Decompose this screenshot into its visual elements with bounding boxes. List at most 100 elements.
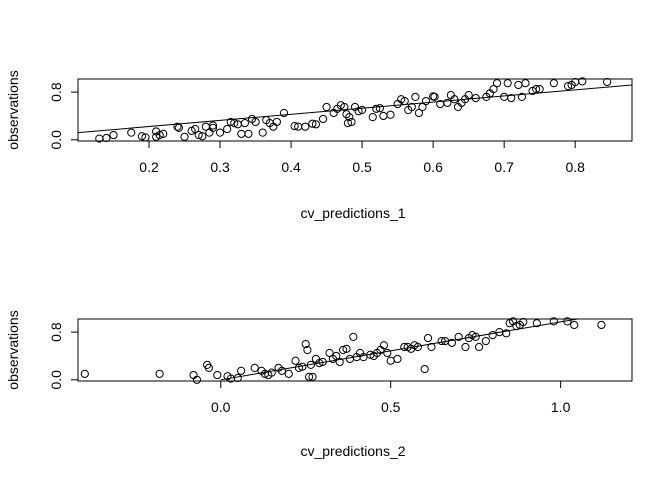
- data-point: [303, 345, 312, 355]
- data-point: [430, 92, 439, 101]
- data-point: [174, 123, 183, 132]
- data-point: [290, 121, 299, 131]
- plot-frame: [77, 318, 633, 382]
- data-point: [570, 320, 579, 330]
- data-point: [597, 320, 606, 330]
- data-point: [127, 128, 136, 137]
- data-point: [339, 345, 348, 355]
- data-point: [549, 79, 558, 88]
- data-point: [519, 317, 528, 327]
- data-point: [488, 330, 497, 340]
- data-point: [386, 356, 395, 365]
- data-point: [244, 129, 253, 138]
- data-point: [318, 357, 327, 367]
- data-point: [294, 363, 304, 372]
- scatter-panel-bottom: 0.0 0.5 1.0 0.0 0.8 cv_predictions_2 observati…: [5, 310, 633, 459]
- data-point: [500, 92, 509, 101]
- data-point: [400, 96, 409, 106]
- data-point: [517, 92, 527, 101]
- x-axis-label: cv_predictions_2: [300, 443, 405, 459]
- y-axis-label: observations: [5, 70, 21, 149]
- data-point: [194, 130, 203, 140]
- x-axis-label: cv_predictions_1: [300, 205, 405, 221]
- data-point: [315, 359, 324, 368]
- data-point: [322, 102, 331, 112]
- data-point: [102, 133, 111, 143]
- data-point: [521, 79, 530, 88]
- data-point: [80, 369, 89, 378]
- data-point: [343, 119, 352, 128]
- data-point: [301, 339, 310, 349]
- data-point: [342, 110, 351, 119]
- data-point: [180, 132, 189, 141]
- data-point: [368, 113, 377, 122]
- data-point: [414, 108, 424, 118]
- data-point: [311, 120, 321, 129]
- data-point: [411, 92, 420, 101]
- data-point: [345, 354, 355, 364]
- data-point: [308, 372, 317, 381]
- data-point: [335, 357, 344, 367]
- data-point: [354, 107, 363, 116]
- data-point: [413, 342, 422, 352]
- data-point: [226, 117, 235, 127]
- data-point: [603, 77, 612, 87]
- data-point: [237, 366, 246, 375]
- data-point: [512, 322, 521, 331]
- x-tick-label: 0.0: [211, 399, 231, 415]
- data-point: [340, 102, 349, 112]
- data-point: [427, 342, 436, 352]
- data-point: [109, 130, 118, 140]
- data-point: [284, 369, 293, 378]
- data-point: [489, 85, 498, 94]
- data-point: [208, 123, 218, 132]
- data-point: [393, 99, 402, 109]
- data-point: [155, 130, 164, 140]
- y-tick-label: 0.8: [48, 82, 64, 102]
- data-point: [191, 124, 200, 134]
- data-point: [535, 85, 544, 94]
- data-point: [421, 96, 431, 106]
- y-tick-label: 0.0: [48, 130, 64, 150]
- data-point: [502, 329, 511, 338]
- data-point: [230, 119, 239, 128]
- data-point: [407, 102, 416, 112]
- data-point: [379, 341, 388, 350]
- data-point: [549, 317, 558, 326]
- data-point: [532, 85, 541, 94]
- data-point: [318, 114, 328, 124]
- x-tick-label: 1.0: [551, 399, 571, 415]
- data-point: [198, 132, 207, 141]
- data-point: [291, 356, 300, 365]
- data-point: [443, 98, 452, 107]
- data-point: [379, 111, 388, 121]
- data-point: [464, 90, 473, 100]
- data-point: [347, 117, 356, 127]
- x-tick-label: 0.5: [381, 399, 401, 415]
- data-point: [301, 122, 310, 131]
- x-tick-label: 0.3: [210, 159, 230, 175]
- data-point: [372, 104, 381, 113]
- data-point: [578, 77, 587, 86]
- data-point: [471, 93, 480, 103]
- data-point: [141, 133, 150, 142]
- data-point: [454, 332, 463, 341]
- data-point: [325, 348, 334, 358]
- data-point: [383, 348, 392, 358]
- data-point: [386, 110, 395, 119]
- data-point: [267, 368, 276, 377]
- data-point: [204, 363, 213, 372]
- data-point: [250, 363, 259, 372]
- data-point: [272, 117, 281, 127]
- data-point: [223, 124, 232, 134]
- data-point: [208, 121, 218, 130]
- x-tick-label: 0.8: [565, 159, 585, 175]
- data-point: [308, 119, 317, 128]
- data-point: [298, 362, 307, 371]
- data-point: [349, 332, 358, 341]
- y-tick-label: 0.0: [48, 370, 64, 390]
- data-point: [305, 372, 314, 381]
- data-point: [418, 102, 427, 112]
- data-point: [342, 344, 351, 353]
